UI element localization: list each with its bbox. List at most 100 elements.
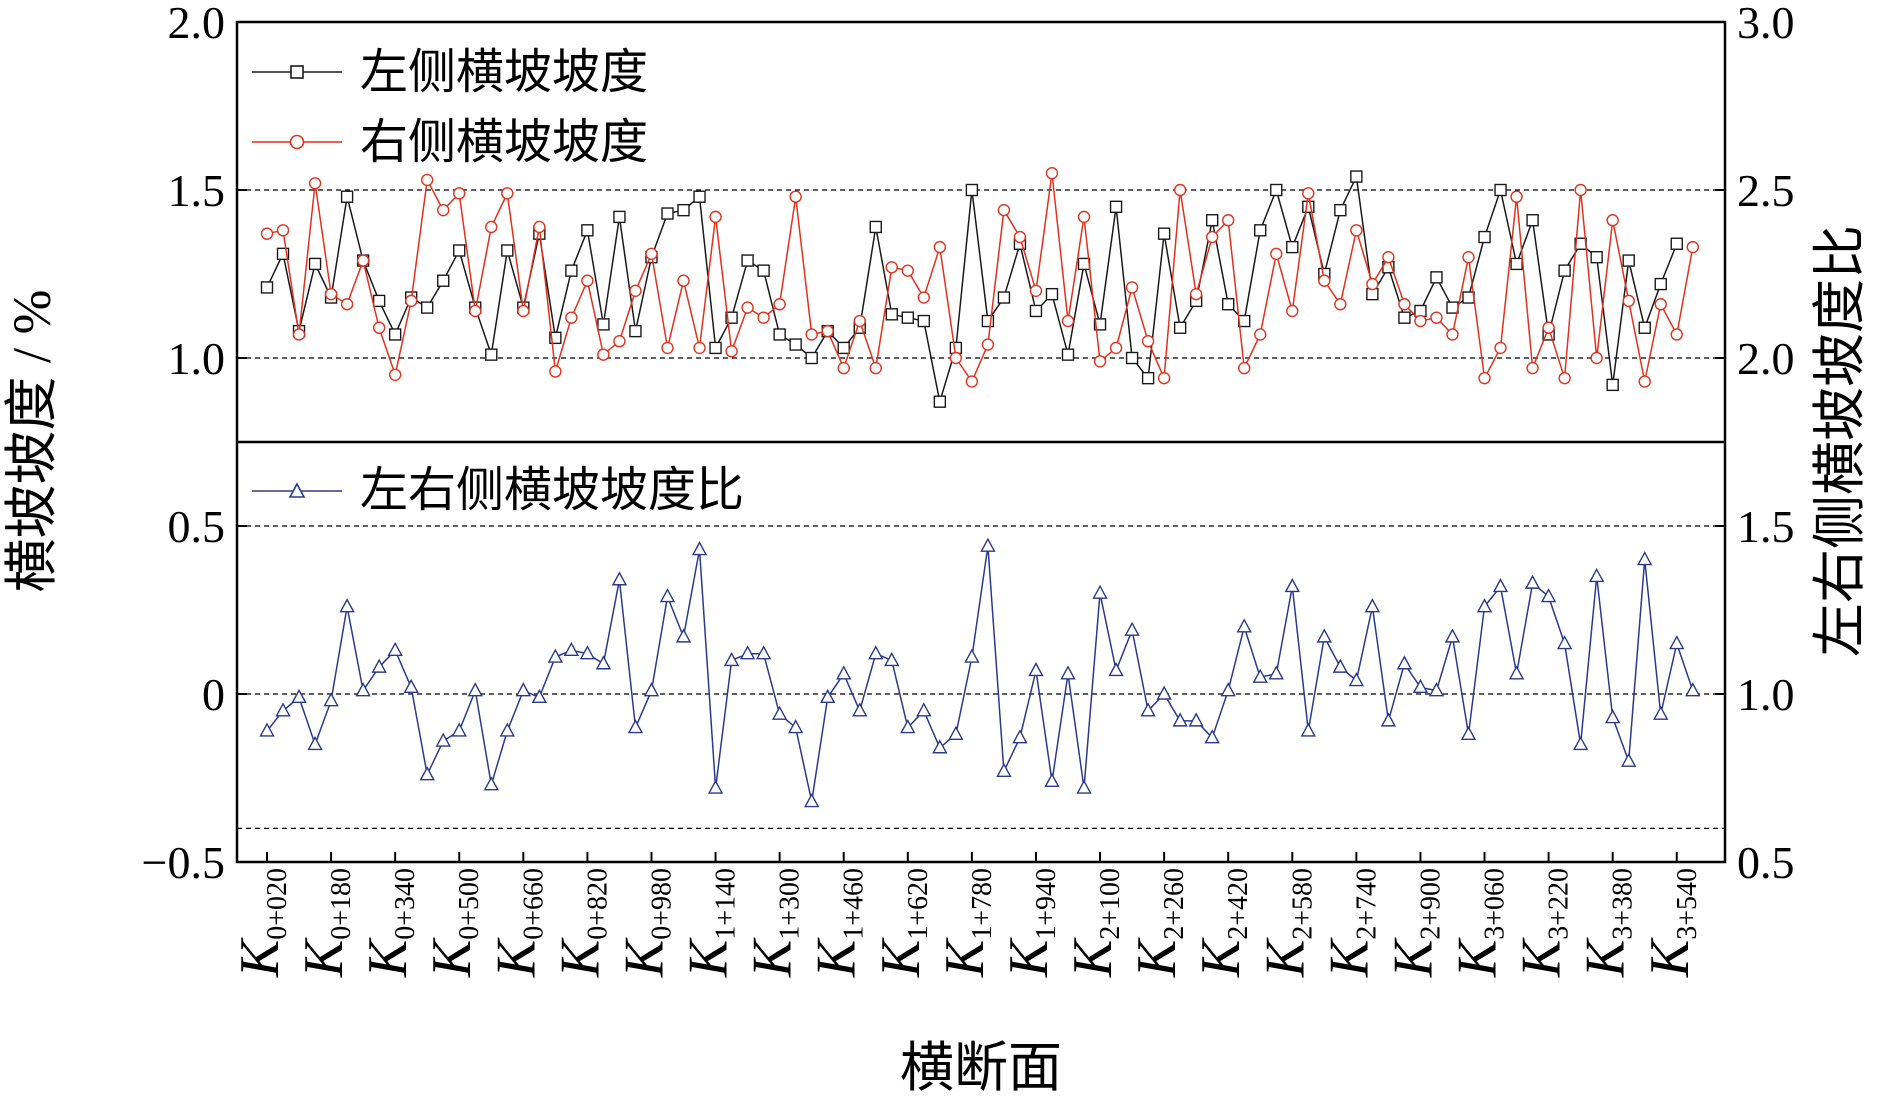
right-slope-line <box>266 173 1694 384</box>
left-slope-point <box>1045 287 1059 301</box>
left-slope-point <box>1077 257 1091 271</box>
right-slope-point <box>1173 183 1187 197</box>
left-slope-point <box>1494 183 1507 197</box>
slope-ratio-point <box>755 645 772 660</box>
right-slope-point <box>453 187 466 200</box>
left-slope-point <box>308 257 322 271</box>
left-slope-point <box>372 294 386 308</box>
right-slope-point <box>1350 224 1363 237</box>
x-tick-label-station: 2+740 <box>1351 868 1382 940</box>
left-slope-point <box>741 254 754 267</box>
series-layer <box>259 166 1701 808</box>
x-tick-label-k: K <box>485 937 547 978</box>
left-slope-series <box>260 170 1683 408</box>
x-tick-label-station: 2+580 <box>1287 868 1318 940</box>
left-slope-point <box>869 220 882 234</box>
right-slope-point <box>1254 328 1267 341</box>
y-axis-label-right: 左右侧横坡坡度比 <box>1810 225 1870 657</box>
x-tick-label-k: K <box>1254 937 1316 978</box>
slope-ratio-point <box>1444 628 1461 643</box>
left-slope-point <box>1205 214 1219 227</box>
x-tick-label-k: K <box>357 937 419 978</box>
x-tick-label-station: 2+420 <box>1223 868 1254 940</box>
right-slope-point <box>837 361 850 375</box>
left-slope-point <box>437 274 450 287</box>
right-slope-point <box>1590 351 1603 365</box>
right-slope-point <box>1462 251 1475 264</box>
left-slope-point <box>1638 321 1651 334</box>
slope-ratio-point <box>675 628 692 643</box>
x-tick-label-k: K <box>1639 937 1701 978</box>
right-slope-point <box>501 187 514 200</box>
right-slope-point <box>661 341 674 355</box>
slope-ratio-point <box>1268 665 1284 680</box>
slope-ratio-point <box>1524 574 1541 589</box>
right-slope-point <box>933 240 947 254</box>
slope-ratio-point <box>1332 658 1349 673</box>
right-slope-point <box>581 274 594 287</box>
left-slope-point <box>1398 311 1411 324</box>
right-slope-point <box>1398 298 1411 311</box>
right-slope-point <box>1221 214 1235 227</box>
x-tick-label: K1+780 <box>934 868 998 978</box>
x-tick-label-station: 2+100 <box>1095 868 1126 940</box>
right-slope-point <box>1558 371 1571 385</box>
slope-ratio-point <box>1236 618 1252 633</box>
right-slope-point <box>1061 314 1075 328</box>
right-slope-point <box>1093 355 1107 368</box>
slope-ratio-point <box>1140 702 1156 717</box>
legend-upper: 左侧横坡坡度 右侧横坡坡度 <box>252 46 648 169</box>
y-right-tick-label: 0.5 <box>1737 837 1795 888</box>
slope-ratio-point <box>1060 665 1076 680</box>
right-slope-point <box>1157 371 1171 385</box>
slope-ratio-point <box>948 725 964 741</box>
slope-ratio-point <box>868 645 884 660</box>
right-slope-point <box>1478 371 1491 385</box>
slope-ratio-point <box>1364 598 1381 613</box>
x-tick-label-k: K <box>421 937 483 978</box>
left-slope-point <box>629 324 642 338</box>
right-slope-point <box>1125 281 1139 294</box>
x-tick-label-k: K <box>870 937 932 978</box>
slope-ratio-point <box>1316 628 1332 643</box>
left-slope-point <box>1350 170 1363 183</box>
slope-ratio-point <box>659 588 676 603</box>
slope-ratio-point <box>1685 682 1701 697</box>
left-slope-point <box>789 338 802 351</box>
right-slope-point <box>613 335 626 348</box>
right-slope-point <box>565 311 578 324</box>
slope-ratio-point <box>1428 682 1445 697</box>
left-slope-point <box>1061 348 1075 361</box>
slope-ratio-point <box>595 655 612 670</box>
slope-ratio-point <box>1669 635 1685 650</box>
slope-ratio-point <box>451 722 467 737</box>
slope-ratio-point <box>323 692 339 707</box>
legend-lower: 左右侧横坡坡度比 <box>252 464 744 517</box>
x-tick-label-k: K <box>998 937 1060 978</box>
y-tick-label: −0.5 <box>142 837 225 888</box>
slope-ratio-point <box>1605 709 1621 724</box>
x-tick-label-k: K <box>293 937 355 978</box>
left-slope-point <box>917 314 931 328</box>
left-slope-point <box>1334 203 1347 217</box>
left-slope-point <box>1173 321 1187 334</box>
right-slope-point <box>821 324 834 338</box>
right-slope-point <box>1670 328 1683 341</box>
slope-ratio-point <box>499 722 515 737</box>
slope-ratio-point <box>739 645 756 660</box>
right-slope-point <box>533 220 546 234</box>
left-slope-point <box>1558 264 1571 277</box>
slope-ratio-point <box>691 541 708 556</box>
slope-ratio-point <box>1252 668 1268 683</box>
x-tick-label-k: K <box>1575 937 1637 978</box>
left-slope-point <box>276 247 290 261</box>
right-slope-point <box>1430 311 1443 324</box>
right-slope-point <box>1638 375 1651 388</box>
left-slope-point <box>933 395 947 408</box>
x-tick-label: K3+540 <box>1639 868 1703 978</box>
slope-ratio-point <box>371 658 387 673</box>
left-slope-point <box>1590 250 1603 264</box>
right-slope-point <box>1045 166 1059 180</box>
x-tick-label-k: K <box>613 937 675 978</box>
